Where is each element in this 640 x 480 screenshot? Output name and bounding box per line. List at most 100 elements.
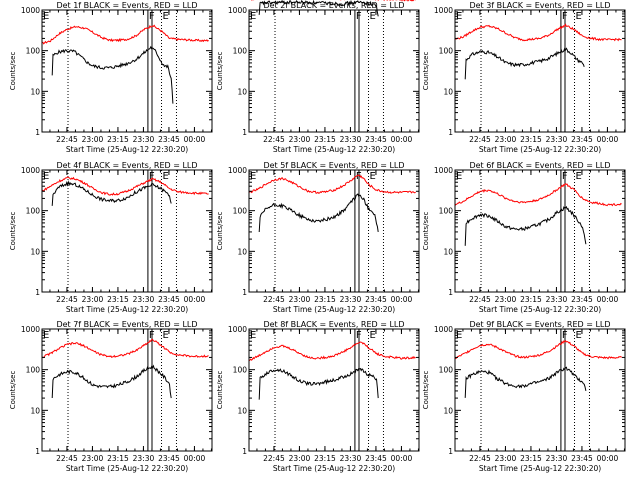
x-tick-label: 23:15	[314, 295, 336, 304]
x-axis-label: Start Time (25-Aug-12 22:30:20)	[273, 305, 395, 314]
panel-title: Det 8f BLACK = Events, RED = LLD	[263, 320, 404, 329]
marker-label-e: E	[370, 330, 376, 341]
events-series-line	[258, 0, 379, 17]
y-tick-label: 1	[448, 128, 453, 137]
x-tick-label: 22:45	[469, 295, 491, 304]
y-tick-label: 10	[443, 406, 453, 415]
x-tick-label: 23:30	[340, 295, 362, 304]
x-axis-label: Start Time (25-Aug-12 22:30:20)	[479, 145, 601, 154]
marker-label-e: E	[163, 11, 169, 22]
y-tick-label: 100	[26, 207, 41, 216]
x-tick-label: 23:00	[82, 454, 104, 463]
y-tick-label: 1000	[434, 325, 453, 334]
panel-title: Det 6f BLACK = Events, RED = LLD	[469, 161, 610, 170]
y-axis-label: Counts/sec	[422, 371, 430, 410]
marker-label-left: E	[43, 330, 49, 341]
y-tick-label: 100	[26, 47, 41, 56]
y-tick-label: 10	[443, 87, 453, 96]
x-tick-label: 00:00	[184, 454, 206, 463]
x-tick-label: 23:15	[520, 295, 542, 304]
y-tick-label: 100	[233, 366, 248, 375]
x-tick-label: 23:15	[520, 135, 542, 144]
y-tick-label: 1000	[228, 325, 247, 334]
y-tick-label: 1000	[21, 6, 40, 15]
y-axis-label: Counts/sec	[422, 212, 430, 251]
events-series-line	[464, 366, 587, 398]
y-tick-label: 1	[242, 288, 247, 297]
marker-label-left: E	[43, 11, 49, 22]
lld-series-line	[454, 23, 622, 42]
lld-series-line	[454, 339, 622, 360]
marker-label-e: E	[370, 171, 376, 182]
x-tick-label: 22:45	[263, 295, 285, 304]
marker-label-f: F	[149, 330, 155, 341]
x-axis-label: Start Time (25-Aug-12 22:30:20)	[66, 305, 188, 314]
x-tick-label: 23:45	[365, 135, 387, 144]
lld-series-line	[248, 341, 416, 361]
plot-frame	[454, 9, 626, 133]
marker-label-f: F	[562, 171, 568, 182]
y-axis-label: Counts/sec	[9, 212, 17, 251]
panel-title: Det 1f BLACK = Events, RED = LLD	[56, 1, 197, 10]
y-axis-label: Counts/sec	[422, 52, 430, 91]
x-axis-label: Start Time (25-Aug-12 22:30:20)	[66, 145, 188, 154]
y-tick-label: 100	[439, 207, 454, 216]
x-tick-label: 22:45	[56, 135, 78, 144]
x-tick-label: 22:45	[263, 454, 285, 463]
x-tick-label: 00:00	[391, 454, 413, 463]
panel-title: Det 9f BLACK = Events, RED = LLD	[469, 320, 610, 329]
x-axis-label: Start Time (25-Aug-12 22:30:20)	[479, 305, 601, 314]
marker-label-left: E	[43, 171, 49, 182]
x-tick-label: 23:15	[520, 454, 542, 463]
marker-label-f: F	[356, 171, 362, 182]
x-tick-label: 23:15	[107, 454, 129, 463]
panel-4: Det 4f BLACK = Events, RED = LLD Counts/s…	[9, 161, 213, 314]
marker-label-f: F	[562, 330, 568, 341]
y-tick-label: 10	[237, 87, 247, 96]
x-tick-label: 00:00	[391, 295, 413, 304]
lld-series-line	[248, 174, 416, 194]
x-tick-label: 23:00	[495, 135, 517, 144]
x-tick-label: 23:45	[571, 135, 593, 144]
lld-series-line	[41, 24, 209, 45]
panel-3: Det 3f BLACK = Events, RED = LLD Counts/s…	[422, 1, 626, 154]
events-series-line	[464, 205, 587, 246]
lld-series-line	[454, 182, 622, 207]
x-tick-label: 23:45	[571, 295, 593, 304]
x-tick-label: 23:30	[546, 135, 568, 144]
x-tick-label: 00:00	[184, 135, 206, 144]
y-tick-label: 10	[443, 247, 453, 256]
x-tick-label: 23:45	[571, 454, 593, 463]
x-tick-label: 23:45	[365, 454, 387, 463]
x-tick-label: 22:45	[469, 454, 491, 463]
marker-label-left: E	[250, 171, 256, 182]
lld-series-line	[41, 338, 209, 359]
plot-frame	[248, 169, 420, 293]
x-tick-label: 23:30	[133, 135, 155, 144]
y-tick-label: 10	[237, 247, 247, 256]
y-tick-label: 10	[30, 406, 40, 415]
x-tick-label: 23:15	[107, 135, 129, 144]
events-series-line	[258, 367, 379, 400]
panel-title: Det 2f BLACK = Events, RED = LLD	[263, 1, 404, 10]
plot-frame	[454, 169, 626, 293]
x-tick-label: 23:00	[495, 454, 517, 463]
plot-frame	[454, 328, 626, 452]
y-tick-label: 100	[439, 366, 454, 375]
marker-label-e: E	[163, 171, 169, 182]
marker-label-left: E	[456, 11, 462, 22]
marker-label-e: E	[163, 330, 169, 341]
events-series-line	[51, 180, 172, 206]
x-tick-label: 22:45	[56, 295, 78, 304]
x-tick-label: 23:00	[82, 135, 104, 144]
plot-frame	[41, 328, 213, 452]
x-tick-label: 23:45	[158, 454, 180, 463]
y-axis-label: Counts/sec	[9, 371, 17, 410]
panel-title: Det 5f BLACK = Events, RED = LLD	[263, 161, 404, 170]
x-tick-label: 00:00	[597, 295, 619, 304]
x-tick-label: 23:15	[107, 295, 129, 304]
x-tick-label: 00:00	[597, 454, 619, 463]
x-tick-label: 23:30	[340, 135, 362, 144]
y-tick-label: 1	[242, 128, 247, 137]
y-tick-label: 1000	[228, 6, 247, 15]
